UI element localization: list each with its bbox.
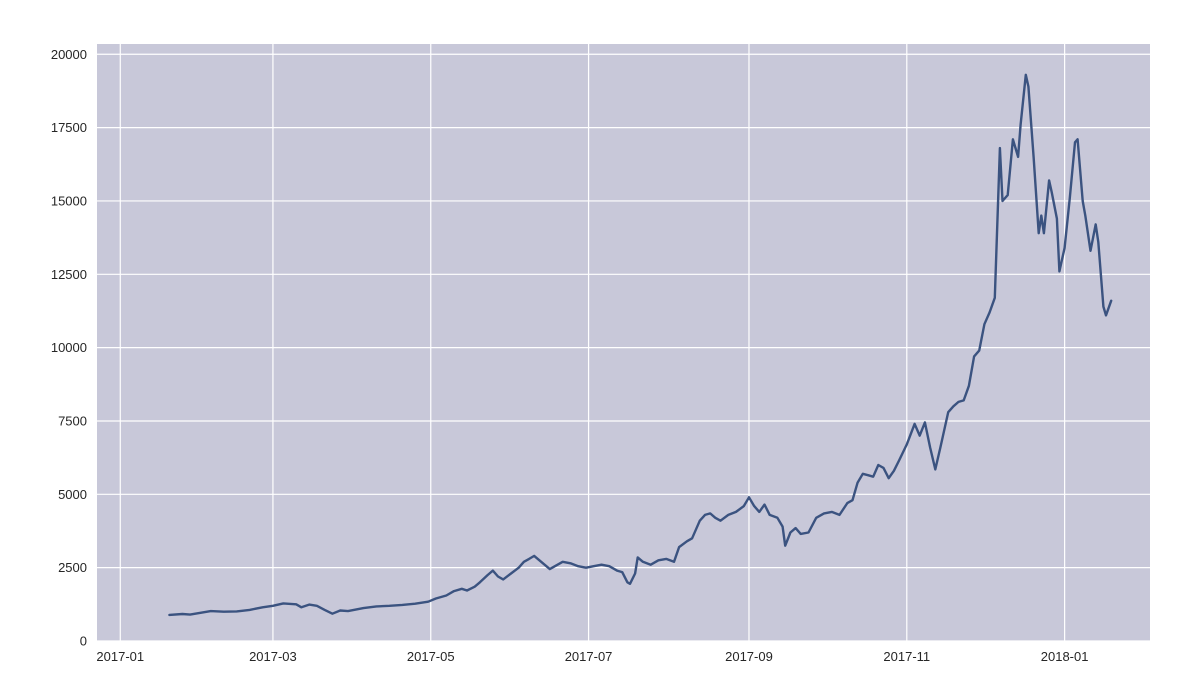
y-tick-labels: 0 2500 5000 7500 10000 12500 15000 17500 20000: [51, 47, 87, 649]
series-layer: [168, 73, 1113, 617]
y-tick-label: 10000: [51, 340, 87, 355]
plot-background: [97, 44, 1150, 641]
y-tick-label: 17500: [51, 120, 87, 135]
x-tick-label: 2018-01: [1041, 649, 1089, 664]
series-line: [168, 73, 1113, 617]
x-tick-label: 2017-05: [407, 649, 455, 664]
x-tick-label: 2017-09: [725, 649, 773, 664]
x-tick-label: 2017-03: [249, 649, 297, 664]
y-tick-label: 20000: [51, 47, 87, 62]
y-tick-label: 5000: [58, 487, 87, 502]
y-tick-label: 15000: [51, 193, 87, 208]
y-tick-label: 7500: [58, 413, 87, 428]
y-tick-label: 0: [80, 634, 87, 649]
grid-lines: [97, 44, 1150, 642]
x-tick-label: 2017-07: [565, 649, 613, 664]
y-tick-label: 12500: [51, 267, 87, 282]
x-tick-labels: 2017-01 2017-03 2017-05 2017-07 2017-09 2017-…: [96, 649, 1088, 664]
y-tick-label: 2500: [58, 560, 87, 575]
x-tick-label: 2017-01: [96, 649, 144, 664]
x-tick-label: 2017-11: [883, 649, 930, 664]
